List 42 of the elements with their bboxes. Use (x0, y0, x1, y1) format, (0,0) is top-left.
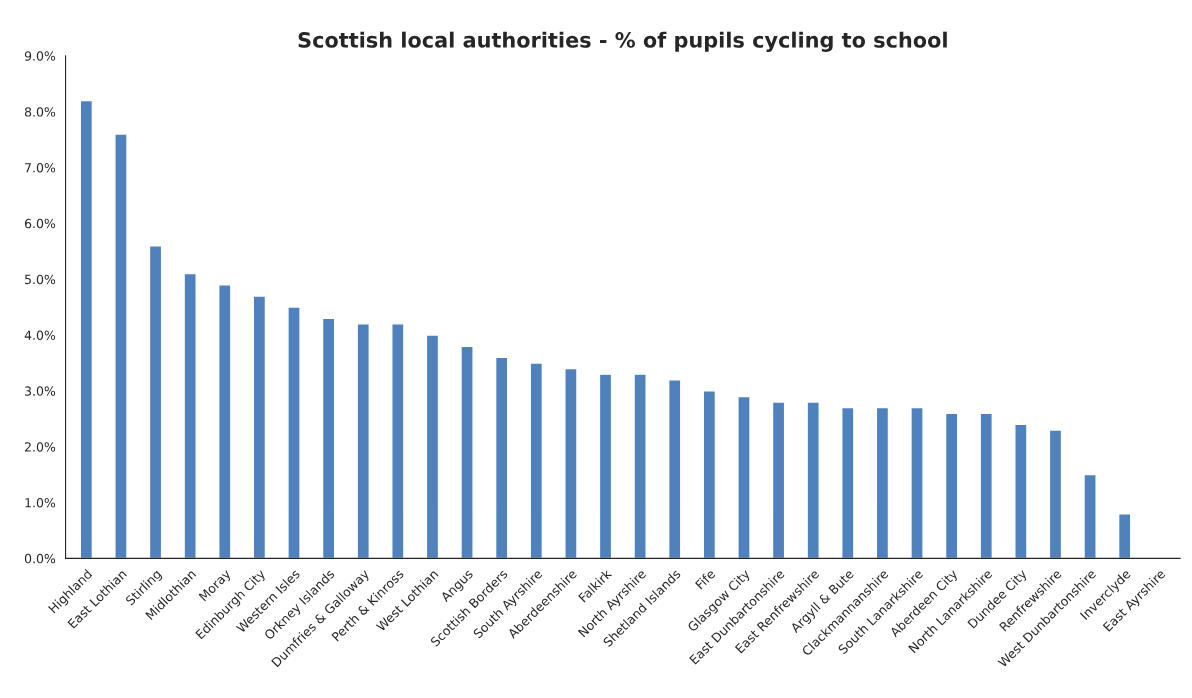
bar (321, 317, 336, 559)
y-tick-label: 9.0% (24, 51, 56, 61)
bar (114, 133, 128, 559)
bar (148, 245, 163, 559)
bar (944, 412, 959, 559)
y-tick-label: 6.0% (24, 218, 56, 229)
bar (564, 367, 578, 559)
bar (252, 295, 267, 559)
bar (1048, 429, 1063, 559)
bar (598, 373, 613, 559)
y-tick-label: 4.0% (24, 330, 56, 340)
y-tick-label: 1.0% (25, 498, 56, 508)
y-tick-label: 5.0% (25, 274, 56, 285)
y-tick-label: 7.0% (25, 162, 56, 173)
bar (494, 356, 509, 559)
bar (287, 306, 301, 559)
chart-title: Scottish local authorities - % of pupils cycling to school (298, 31, 947, 52)
bar (806, 401, 820, 559)
y-tick-label: 3.0% (25, 386, 56, 396)
bar (218, 284, 232, 559)
bar (1083, 473, 1097, 559)
bar (79, 99, 94, 559)
bar (771, 401, 786, 559)
bar (979, 412, 994, 559)
bar (702, 390, 717, 559)
bar (529, 362, 544, 559)
bar (425, 334, 440, 559)
bar (1117, 513, 1132, 559)
bar (1014, 423, 1028, 559)
bar (875, 406, 890, 559)
y-tick-label: 2.0% (25, 442, 56, 452)
bar (737, 395, 751, 559)
y-tick-label: 0.0% (24, 553, 56, 564)
bar (633, 373, 647, 559)
bar (391, 323, 405, 559)
bar (460, 345, 474, 559)
bar (667, 379, 682, 559)
y-tick-label: 8.0% (24, 107, 56, 117)
bar (841, 406, 855, 559)
bar (183, 272, 197, 559)
bar (910, 406, 924, 559)
bar (356, 323, 370, 559)
